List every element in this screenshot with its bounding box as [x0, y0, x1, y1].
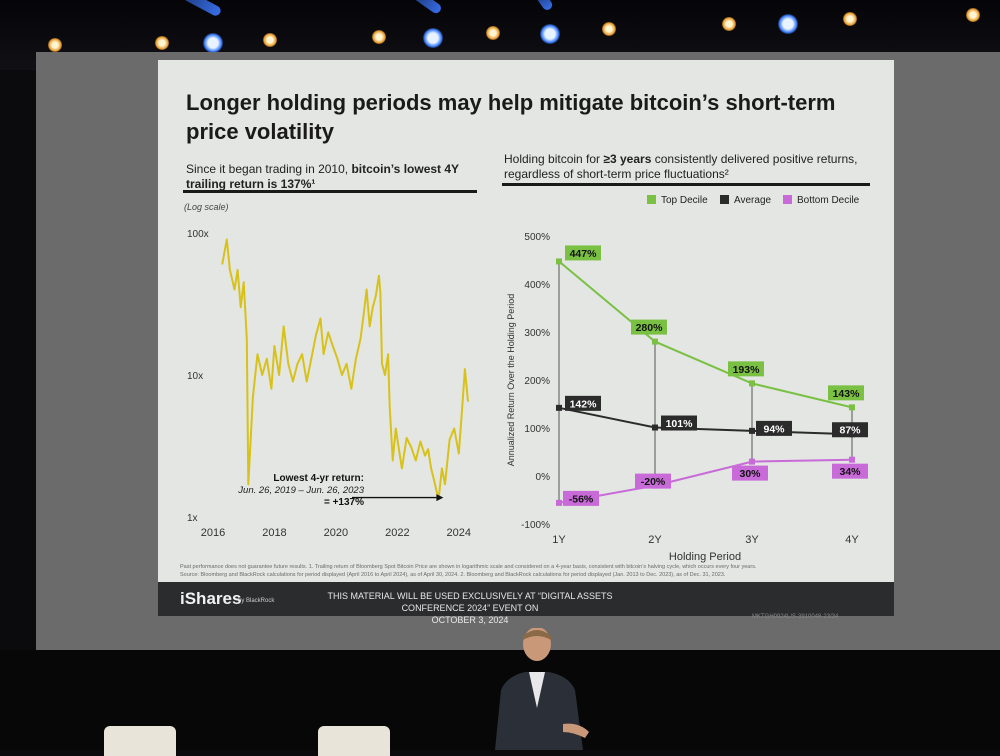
stage-light — [372, 30, 386, 44]
stage-light — [966, 8, 980, 22]
stage-light — [722, 17, 736, 31]
left-subtitle: Since it began trading in 2010, bitcoin’… — [186, 162, 476, 192]
exclusive-line1: THIS MATERIAL WILL BE USED EXCLUSIVELY A… — [327, 591, 613, 613]
slide-title: Longer holding periods may help mitigate… — [186, 90, 836, 144]
blackrock-logo: by BlackRock — [238, 598, 275, 604]
legend-swatch-average — [720, 195, 729, 204]
speaker-figure — [495, 628, 589, 750]
stage-light — [203, 33, 223, 53]
chart-legend: Top Decile — [647, 195, 708, 206]
left-subtitle-rule — [183, 190, 477, 193]
stage-light — [843, 12, 857, 26]
armchair — [104, 726, 176, 756]
right-subtitle: Holding bitcoin for ≥3 years consistentl… — [504, 152, 874, 182]
stage-light — [602, 22, 616, 36]
stage-light — [486, 26, 500, 40]
right-subtitle-plain-b: consistently delivered positive returns,… — [504, 152, 858, 181]
left-subtitle-bold: bitcoin’s lowest 4Y trailing return is 1… — [186, 162, 459, 191]
chart-legend: Average — [720, 195, 771, 206]
right-subtitle-bold: ≥3 years — [603, 152, 652, 166]
footnote-line1: Past performance does not guarantee futu… — [180, 564, 757, 570]
legend-bottom-decile: Bottom Decile — [797, 195, 860, 206]
legend-swatch-top-decile — [647, 195, 656, 204]
left-subtitle-plain: Since it began trading in 2010, — [186, 162, 349, 176]
ishares-logo: iShares — [180, 589, 242, 608]
stage-light — [263, 33, 277, 47]
stage-light — [155, 36, 169, 50]
legend-top-decile: Top Decile — [661, 195, 708, 206]
stage-light — [540, 24, 560, 44]
compliance-code: MKTGH0924L/S-3910048-23/34 — [752, 614, 839, 620]
armchair — [318, 726, 390, 756]
slide-footer — [158, 582, 894, 616]
chart-legend: Bottom Decile — [783, 195, 859, 206]
stage-light — [48, 38, 62, 52]
legend-swatch-bottom-decile — [783, 195, 792, 204]
footnote-line2: Source: Bloomberg and BlackRock calculat… — [180, 572, 726, 578]
legend-average: Average — [734, 195, 772, 206]
exclusive-line2: OCTOBER 3, 2024 — [431, 615, 509, 625]
stage-light — [778, 14, 798, 34]
right-subtitle-plain-a: Holding bitcoin for — [504, 152, 601, 166]
footnote: Past performance does not guarantee futu… — [180, 563, 870, 579]
right-subtitle-rule — [502, 183, 870, 186]
exclusive-notice: THIS MATERIAL WILL BE USED EXCLUSIVELY A… — [300, 590, 640, 626]
stage-light — [423, 28, 443, 48]
